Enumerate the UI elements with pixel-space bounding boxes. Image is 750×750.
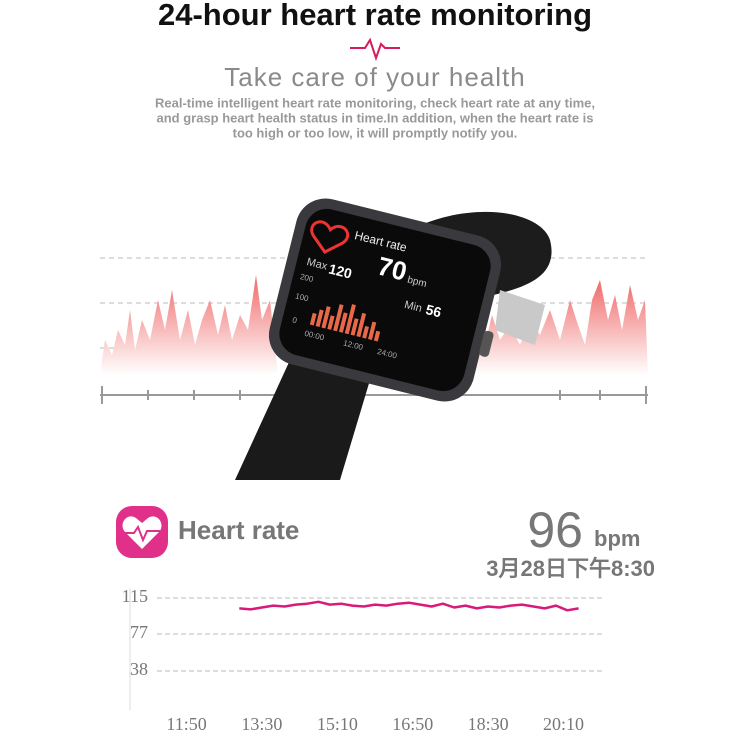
x-tick-label: 20:10 <box>543 714 584 734</box>
panel-unit: bpm <box>594 526 640 551</box>
description-line: Real-time intelligent heart rate monitor… <box>155 95 595 110</box>
x-tick-label: 15:10 <box>317 714 358 734</box>
watch: Heart rate Max 120 70 bpm Min 56 200 100… <box>235 198 552 480</box>
line <box>239 600 579 612</box>
y-tick-label: 77 <box>130 622 148 642</box>
background-graph <box>100 257 648 404</box>
description-line: and grasp heart health status in time.In… <box>156 110 593 125</box>
heart-rate-chart: 38 77 115 11:50 13:30 15:10 16:50 18:30 20:10 <box>122 586 605 734</box>
x-tick-label: 18:30 <box>468 714 509 734</box>
x-tick-label: 16:50 <box>392 714 433 734</box>
watch-axis-value: 200 <box>299 272 315 284</box>
watch-value: 70 <box>375 251 410 287</box>
watch-min-label: Min <box>403 299 423 315</box>
panel-timestamp: 3月28日下午8:30 <box>486 556 655 581</box>
pulse-icon <box>350 37 400 62</box>
watch-max: 120 <box>327 260 354 281</box>
y-tick-label: 38 <box>130 659 148 679</box>
watch-axis-value: 100 <box>294 291 310 303</box>
subtitle: Take care of your health <box>224 62 526 92</box>
panel-value: 96 <box>527 502 583 558</box>
x-tick-label: 13:30 <box>241 714 282 734</box>
watch-unit: bpm <box>406 275 428 290</box>
title: 24-hour heart rate monitoring <box>158 0 592 32</box>
x-tick-label: 11:50 <box>166 714 206 734</box>
watch-min: 56 <box>424 301 443 320</box>
watch-max-label: Max <box>305 256 329 273</box>
watch-axis-value: 0 <box>291 315 298 325</box>
y-tick-label: 115 <box>122 586 148 606</box>
panel-title: Heart rate <box>178 515 299 545</box>
heart-icon <box>116 506 168 558</box>
description-line: too high or too low, it will promptly no… <box>233 125 518 140</box>
